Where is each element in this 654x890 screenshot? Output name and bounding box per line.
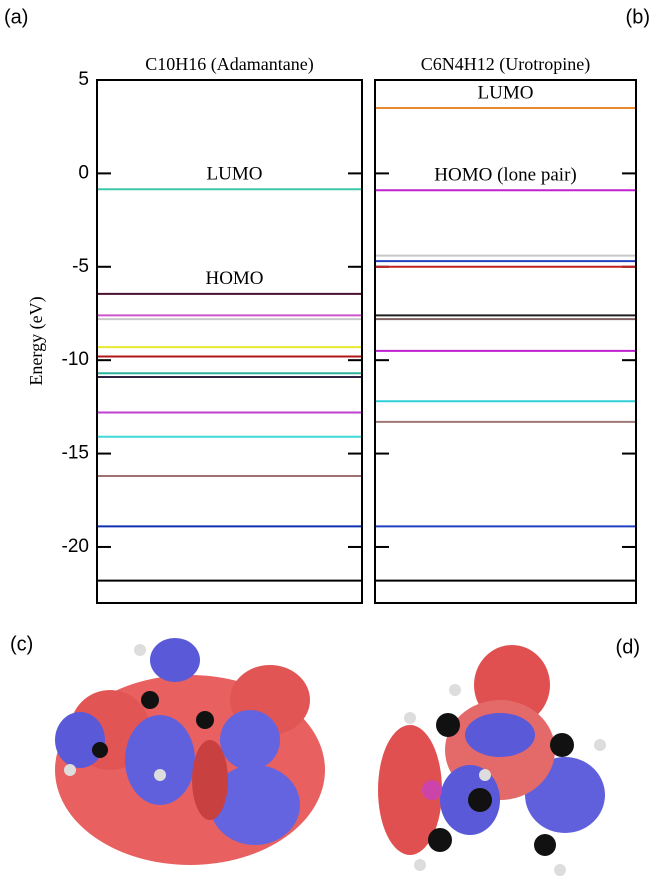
molecule-image-c [55, 638, 325, 865]
y-tick-label: -5 [72, 256, 89, 277]
y-tick-label: 0 [78, 162, 89, 183]
panel-label: (a) [4, 6, 28, 28]
annotation: HOMO [205, 268, 263, 289]
y-tick-label: 5 [78, 69, 89, 90]
chart-title: C6N4H12 (Urotropine) [421, 54, 590, 75]
plot-frame [375, 80, 636, 603]
annotation: LUMO [207, 164, 263, 185]
panel-label: (b) [626, 6, 650, 28]
y-tick-label: -15 [62, 443, 89, 464]
y-axis-label: Energy (eV) [26, 296, 47, 385]
molecule-image-d [378, 645, 606, 876]
annotation: HOMO (lone pair) [434, 165, 576, 186]
figure: (a) (b) (c) (d) C10H16 (Adamantane) Energ… [0, 0, 654, 890]
panel-label: (c) [10, 633, 33, 655]
y-tick-label: -10 [62, 349, 89, 370]
panel-label: (d) [616, 636, 640, 658]
y-tick-label: -20 [62, 536, 89, 557]
annotation: LUMO [478, 82, 534, 103]
plot-frame [97, 80, 362, 603]
chart-title: C10H16 (Adamantane) [145, 54, 313, 75]
